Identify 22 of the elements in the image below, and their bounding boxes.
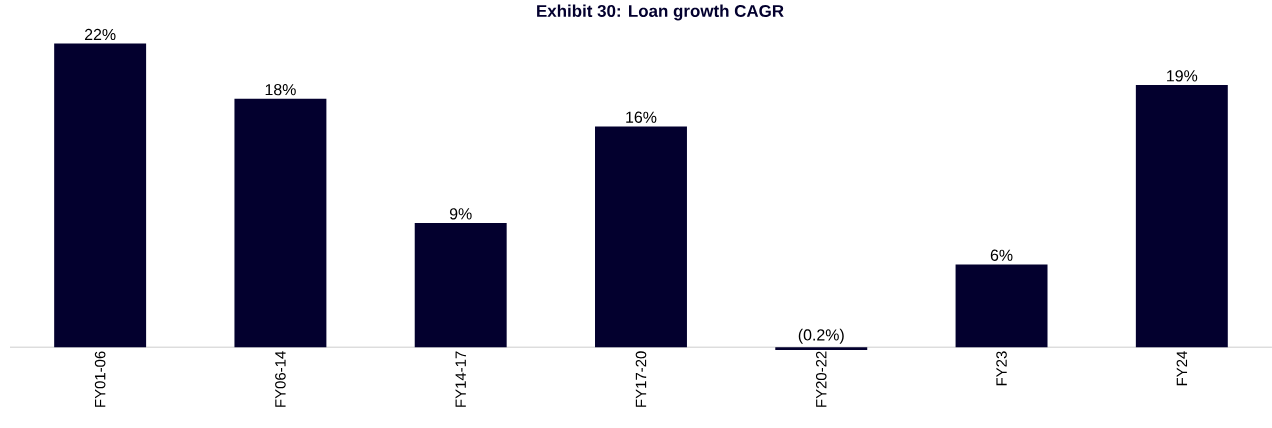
data-label: 16% xyxy=(626,111,657,123)
data-label: 19% xyxy=(1167,70,1198,82)
x-tick-label: FY14-17 xyxy=(455,351,466,407)
x-tick-label: FY01-06 xyxy=(94,351,106,407)
x-tick-label: FY23 xyxy=(996,351,1007,386)
x-tick-label: FY17-20 xyxy=(635,351,647,407)
bar xyxy=(955,264,1048,348)
bar xyxy=(1135,85,1228,348)
x-tick-label: FY20-22 xyxy=(815,351,827,407)
bar xyxy=(54,43,147,348)
x-tick-label: FY24 xyxy=(1176,351,1188,386)
x-tick-label: FY06-14 xyxy=(275,351,286,407)
chart-title: Exhibit 30: Loan growth CAGR xyxy=(537,4,784,21)
data-label: 18% xyxy=(265,84,296,96)
data-label: 9% xyxy=(449,208,472,220)
bar xyxy=(595,126,687,348)
data-label: (0.2%) xyxy=(798,328,844,344)
bar xyxy=(234,98,327,348)
bar xyxy=(775,347,868,350)
data-label: 6% xyxy=(990,249,1013,261)
data-label: 22% xyxy=(84,28,116,41)
bar xyxy=(414,223,507,348)
